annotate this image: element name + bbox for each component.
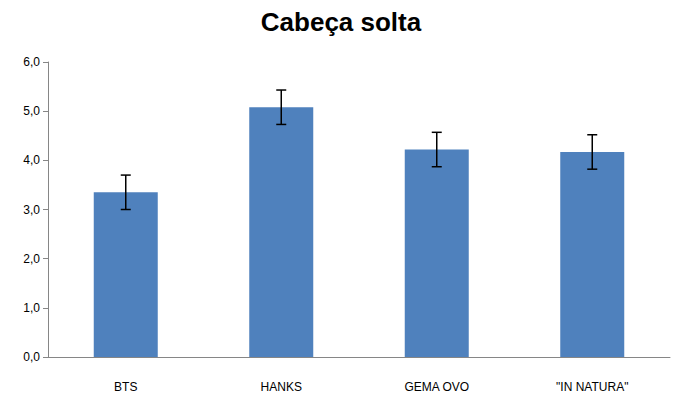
svg-text:3,0: 3,0 [23, 203, 40, 217]
svg-text:2,0: 2,0 [23, 252, 40, 266]
svg-text:0,0: 0,0 [23, 350, 40, 364]
svg-text:Cabeça solta: Cabeça solta [261, 7, 422, 37]
svg-text:4,0: 4,0 [23, 153, 40, 167]
svg-text:HANKS: HANKS [261, 380, 302, 394]
svg-text:GEMA OVO: GEMA OVO [404, 380, 469, 394]
svg-text:"IN NATURA": "IN NATURA" [556, 380, 628, 394]
svg-text:6,0: 6,0 [23, 55, 40, 69]
svg-text:BTS: BTS [114, 380, 137, 394]
svg-text:1,0: 1,0 [23, 301, 40, 315]
svg-text:5,0: 5,0 [23, 104, 40, 118]
